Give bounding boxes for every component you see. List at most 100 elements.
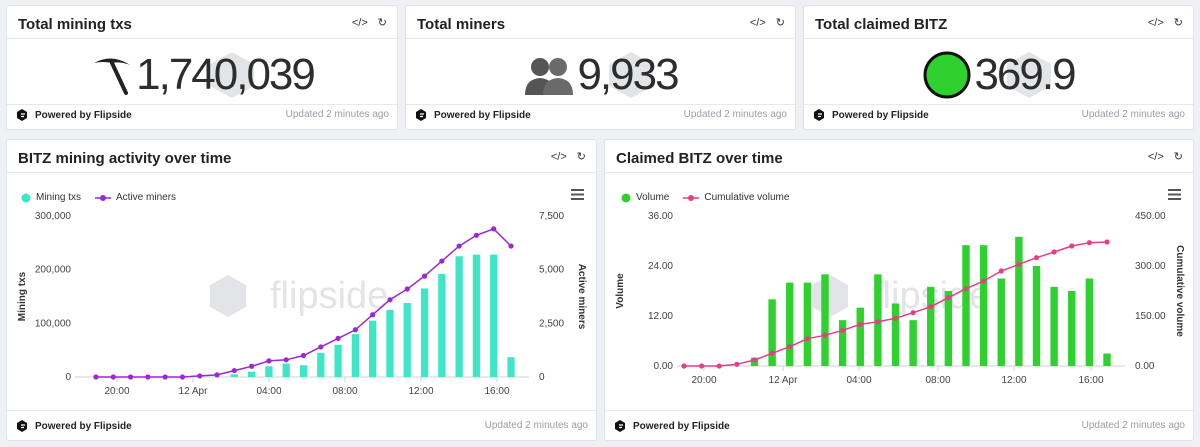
chart-legend: Volume Cumulative volume bbox=[621, 192, 789, 203]
embed-code-icon[interactable]: </> bbox=[749, 17, 766, 29]
line-point bbox=[110, 374, 116, 380]
refresh-icon[interactable]: ↻ bbox=[775, 17, 785, 29]
bar bbox=[891, 303, 900, 366]
x-tick-label: 12:00 bbox=[408, 386, 433, 397]
hamburger-menu-icon[interactable] bbox=[1168, 189, 1181, 200]
line-point bbox=[1104, 239, 1110, 245]
bar bbox=[472, 254, 481, 377]
line-point bbox=[822, 332, 828, 338]
y-right-axis-title: Active miners bbox=[576, 264, 587, 330]
flipside-watermark-icon bbox=[1006, 52, 1051, 98]
card-actions: </> ↻ bbox=[1148, 16, 1183, 30]
y-left-tick-label: 36.00 bbox=[648, 211, 673, 222]
refresh-icon[interactable]: ↻ bbox=[1173, 17, 1183, 29]
flipside-brand[interactable]: Powered by Flipside bbox=[812, 108, 929, 122]
flipside-logo-icon bbox=[615, 420, 625, 432]
embed-code-icon[interactable]: </> bbox=[351, 17, 368, 29]
flipside-watermark: flipside bbox=[210, 275, 388, 317]
footer-brand-label: Powered by Flipside bbox=[35, 420, 132, 432]
legend-label: Mining txs bbox=[36, 192, 82, 203]
y-left-tick-label: 200,000 bbox=[35, 265, 72, 276]
footer-brand-label: Powered by Flipside bbox=[434, 109, 531, 121]
flipside-brand[interactable]: Powered by Flipside bbox=[414, 108, 531, 122]
y-left-tick-label: 12.00 bbox=[648, 311, 673, 322]
bar bbox=[1032, 266, 1041, 366]
legend-swatch-line-icon bbox=[95, 194, 112, 201]
pickaxe-icon bbox=[90, 53, 134, 97]
bar bbox=[299, 365, 308, 377]
bar bbox=[856, 307, 864, 366]
chart-legend: Mining txs Active miners bbox=[21, 192, 176, 203]
line-point bbox=[963, 286, 969, 292]
x-tick-label: 16:00 bbox=[484, 386, 509, 397]
card-actions: </> ↻ bbox=[1148, 150, 1183, 164]
flipside-brand[interactable]: Powered by Flipside bbox=[15, 419, 132, 433]
legend-item-cumulative-volume[interactable]: Cumulative volume bbox=[683, 192, 789, 203]
legend-item-volume[interactable]: Volume bbox=[621, 192, 669, 203]
bar bbox=[282, 363, 290, 377]
refresh-icon[interactable]: ↻ bbox=[377, 17, 387, 29]
x-tick-label: 20:00 bbox=[104, 386, 129, 397]
line-point bbox=[1016, 261, 1022, 267]
line-point bbox=[1086, 240, 1092, 246]
bar bbox=[1103, 353, 1111, 366]
line-point bbox=[1051, 249, 1057, 255]
line-point bbox=[318, 344, 324, 350]
bar bbox=[944, 291, 953, 366]
y-right-tick-label: 2,500 bbox=[539, 318, 564, 329]
line-point bbox=[734, 361, 740, 367]
line-point bbox=[439, 258, 445, 264]
x-tick-label: 12 Apr bbox=[769, 375, 799, 386]
busts-in-silhouette-icon bbox=[523, 53, 575, 97]
refresh-icon[interactable]: ↻ bbox=[576, 151, 586, 163]
line-point bbox=[928, 304, 934, 310]
bar bbox=[369, 320, 377, 377]
divider bbox=[804, 38, 1193, 39]
refresh-icon[interactable]: ↻ bbox=[1173, 151, 1183, 163]
x-tick-label: 16:00 bbox=[1078, 375, 1103, 386]
divider bbox=[804, 104, 1193, 105]
embed-code-icon[interactable]: </> bbox=[550, 151, 567, 163]
legend-item-active-miners[interactable]: Active miners bbox=[95, 192, 176, 203]
y-left-axis-title: Mining txs bbox=[17, 271, 28, 321]
bar bbox=[438, 273, 446, 377]
kpi-value: 9,933 bbox=[577, 50, 679, 99]
kpi-row: 1,740,039 bbox=[7, 48, 397, 102]
line-point bbox=[998, 268, 1004, 274]
x-tick-label: 04:00 bbox=[846, 375, 871, 386]
y-right-tick-label: 5,000 bbox=[539, 265, 564, 276]
legend-item-mining-txs[interactable]: Mining txs bbox=[21, 192, 81, 203]
card-actions: </> ↻ bbox=[352, 16, 387, 30]
line-point bbox=[981, 278, 987, 284]
line-point bbox=[335, 335, 341, 341]
card-title: Total claimed BITZ bbox=[815, 16, 948, 33]
flipside-brand[interactable]: Powered by Flipside bbox=[613, 419, 730, 433]
x-tick-label: 12:00 bbox=[1001, 375, 1026, 386]
bar bbox=[979, 245, 988, 366]
flipside-logo-icon bbox=[17, 109, 27, 121]
bar bbox=[420, 288, 429, 377]
bar bbox=[838, 320, 847, 366]
hamburger-menu-icon[interactable] bbox=[571, 189, 584, 200]
line-point bbox=[1033, 255, 1040, 261]
embed-code-icon[interactable]: </> bbox=[1147, 17, 1164, 29]
updated-timestamp: Updated 2 minutes ago bbox=[683, 109, 787, 120]
chart-canvas: flipside0.0012.0024.0036.000.00150.00300… bbox=[615, 211, 1185, 386]
bar bbox=[1015, 236, 1023, 366]
line-point bbox=[404, 286, 410, 292]
kpi-row: 9,933 bbox=[406, 48, 795, 102]
bar bbox=[927, 286, 935, 366]
bar bbox=[490, 254, 498, 377]
y-left-axis-title: Volume bbox=[615, 273, 626, 309]
x-tick-label: 04:00 bbox=[256, 386, 281, 397]
line-point bbox=[910, 310, 916, 316]
chart-canvas: flipside 0 100,000 200,000 300,000 0 2,500 5,00… bbox=[17, 211, 587, 397]
embed-code-icon[interactable]: </> bbox=[1147, 151, 1164, 163]
line-point bbox=[945, 295, 951, 301]
y-right-tick-label: 150.00 bbox=[1135, 311, 1166, 322]
line-point bbox=[751, 357, 758, 363]
bar bbox=[247, 371, 256, 377]
flipside-brand[interactable]: Powered by Flipside bbox=[15, 108, 132, 122]
card-actions: </> ↻ bbox=[551, 150, 586, 164]
bar bbox=[821, 274, 829, 366]
